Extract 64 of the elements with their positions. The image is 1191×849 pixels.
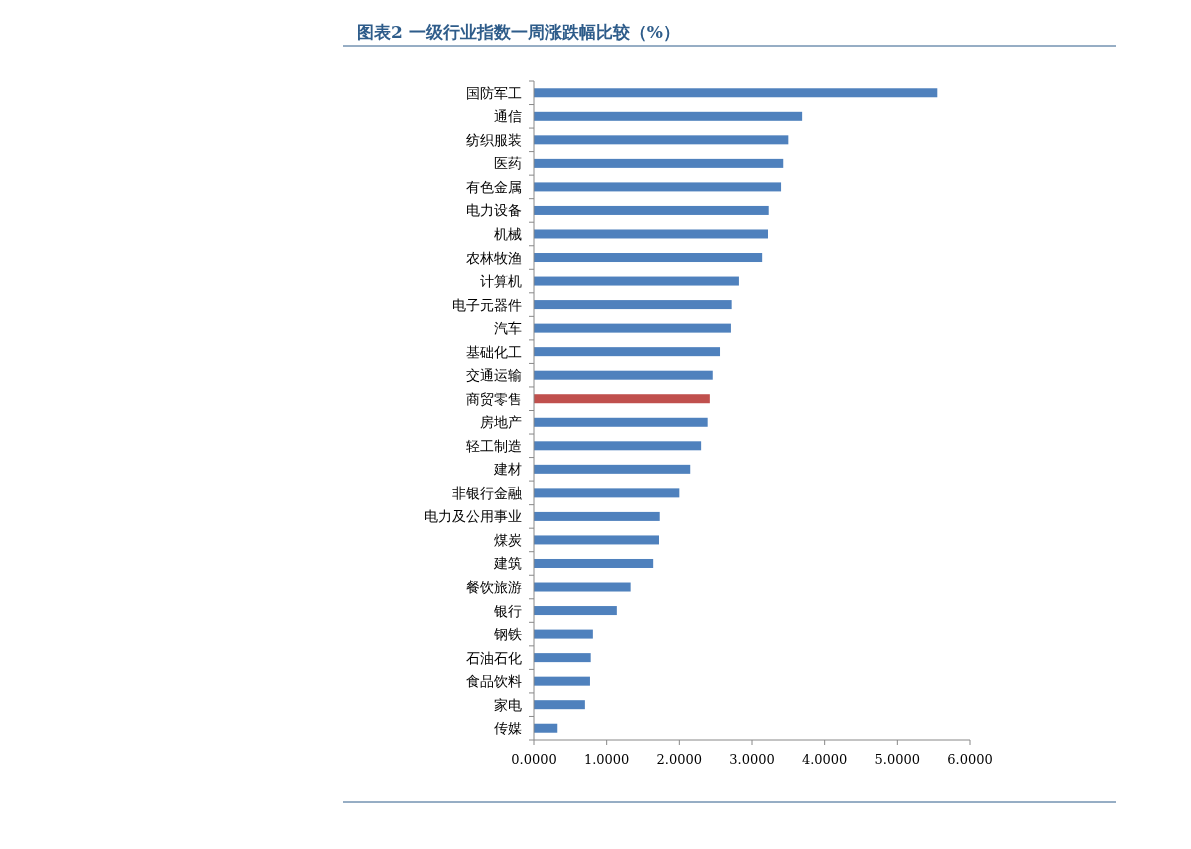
bar [534,676,590,686]
y-tick-label: 有色金属 [466,178,522,195]
x-tick-label: 2.0000 [656,752,703,767]
bar [534,253,763,263]
x-tick-label: 5.0000 [874,752,921,767]
y-tick-label: 计算机 [480,273,522,290]
bar [534,300,732,310]
bar [534,229,768,239]
bar [534,205,769,215]
x-tick-label: 6.0000 [947,752,993,767]
chart-title: 图表2 一级行业指数一周涨跌幅比较（%） [357,22,680,42]
y-tick-label: 机械 [494,225,522,242]
y-tick-label: 家电 [494,696,522,713]
bar [534,700,585,710]
y-tick-label: 国防军工 [466,84,522,101]
y-tick-label: 建材 [493,461,522,478]
bar [534,111,803,121]
bar [534,535,659,545]
y-tick-label: 食品饮料 [466,673,522,690]
y-tick-label: 钢铁 [493,626,522,643]
bar [534,558,654,568]
y-tick-label: 交通运输 [466,367,522,384]
y-tick-label: 餐饮旅游 [466,579,522,596]
x-tick-label: 3.0000 [729,752,775,767]
y-tick-label: 建筑 [493,555,522,572]
y-tick-label: 石油石化 [466,649,522,666]
y-tick-label: 基础化工 [466,343,522,360]
bar [534,606,617,616]
bar [534,135,789,145]
bar [534,370,713,380]
y-tick-label: 电子元器件 [452,296,522,313]
y-tick-label: 电力设备 [466,202,522,219]
y-tick-label: 银行 [493,602,522,619]
bar [534,276,739,286]
bar [534,723,558,733]
y-tick-label: 医药 [494,155,522,172]
y-tick-label: 电力及公用事业 [424,508,522,525]
y-tick-label: 商贸零售 [466,390,522,407]
bar [534,182,782,192]
bar [534,488,680,498]
y-tick-label: 煤炭 [494,531,522,548]
bar [534,464,691,474]
y-tick-label: 纺织服装 [466,131,522,148]
bar [534,417,708,427]
x-tick-label: 4.0000 [801,752,848,767]
bar [534,629,593,639]
y-tick-label: 传媒 [494,720,522,737]
y-tick-label: 房地产 [480,414,522,431]
bar [534,347,721,357]
bar [534,158,784,168]
bar [534,323,731,333]
x-tick-label: 1.0000 [583,752,630,767]
bar [534,653,591,663]
bar [534,511,660,521]
bar [534,394,710,404]
bar [534,441,702,451]
bar [534,582,631,592]
y-tick-label: 非银行金融 [452,484,522,501]
bar [534,88,938,98]
y-tick-label: 汽车 [494,320,522,337]
y-tick-label: 农林牧渔 [466,249,522,266]
x-tick-label: 0.0000 [511,752,557,767]
y-tick-label: 通信 [494,108,522,125]
y-tick-label: 轻工制造 [466,437,522,454]
